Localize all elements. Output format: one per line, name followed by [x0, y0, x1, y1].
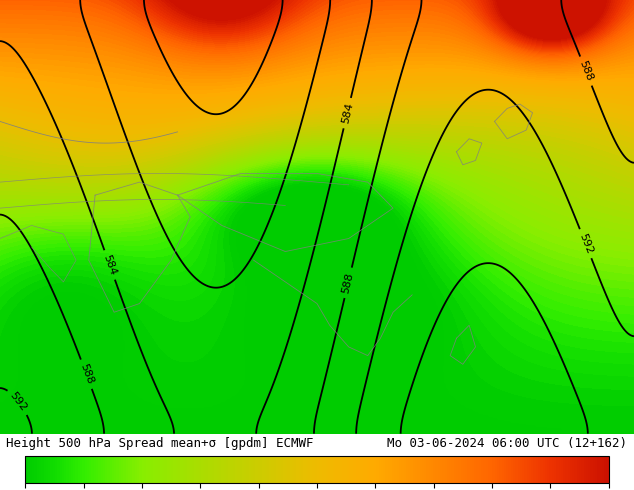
Text: Height 500 hPa Spread mean+σ [gpdm] ECMWF: Height 500 hPa Spread mean+σ [gpdm] ECMW… — [6, 437, 314, 450]
Text: Mo 03-06-2024 06:00 UTC (12+162): Mo 03-06-2024 06:00 UTC (12+162) — [387, 437, 627, 450]
Text: 588: 588 — [78, 363, 94, 386]
Text: 592: 592 — [8, 390, 29, 413]
Text: 584: 584 — [101, 253, 118, 277]
Text: 588: 588 — [578, 59, 595, 83]
Text: 584: 584 — [340, 101, 354, 124]
Text: 592: 592 — [577, 232, 594, 255]
Text: 588: 588 — [341, 271, 356, 294]
